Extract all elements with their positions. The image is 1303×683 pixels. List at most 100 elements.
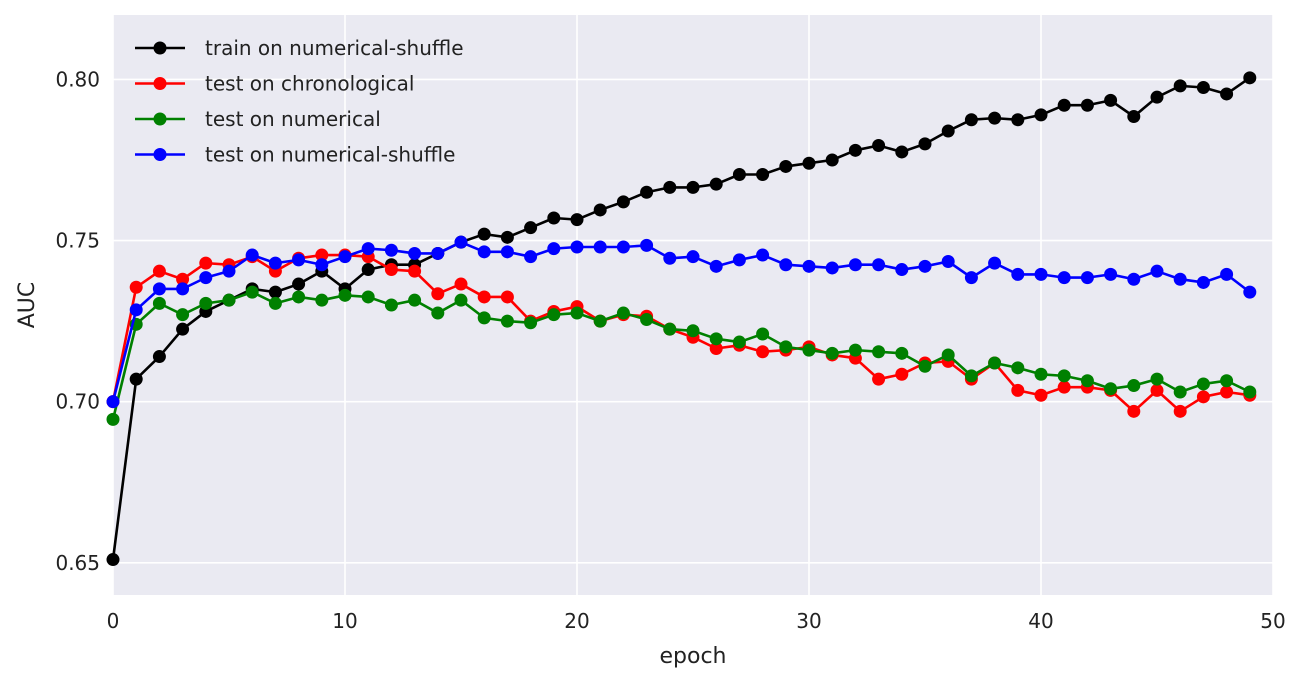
data-point — [663, 180, 677, 194]
data-point — [129, 280, 143, 294]
legend-marker — [153, 41, 167, 55]
data-point — [848, 258, 862, 272]
data-point — [152, 282, 166, 296]
data-point — [222, 293, 236, 307]
data-point — [1173, 79, 1187, 93]
data-point — [872, 372, 886, 386]
data-point — [616, 195, 630, 209]
data-point — [384, 298, 398, 312]
data-point — [222, 264, 236, 278]
data-point — [686, 180, 700, 194]
data-point — [732, 168, 746, 181]
data-point — [292, 253, 306, 267]
y-tick-label: 0.70 — [55, 390, 100, 414]
data-point — [825, 346, 839, 360]
data-point — [1057, 271, 1071, 285]
data-point — [779, 340, 793, 354]
data-point — [477, 227, 491, 241]
data-point — [1104, 382, 1118, 396]
data-point — [779, 258, 793, 272]
data-point — [1150, 264, 1164, 278]
data-point — [361, 242, 375, 256]
plot-background — [113, 15, 1273, 595]
legend-marker — [153, 77, 167, 90]
data-point — [825, 153, 839, 167]
data-point — [106, 395, 120, 409]
x-tick-label: 50 — [1260, 609, 1285, 633]
series-layer — [106, 71, 1257, 567]
data-point — [918, 259, 932, 273]
data-point — [1196, 275, 1210, 289]
data-point — [895, 367, 909, 381]
data-point — [872, 258, 886, 272]
data-point — [732, 335, 746, 349]
data-point — [1127, 379, 1141, 393]
data-point — [640, 185, 654, 199]
data-point — [1080, 98, 1094, 112]
x-tick-label: 40 — [1028, 609, 1053, 633]
data-point — [941, 348, 955, 362]
data-point — [361, 290, 375, 304]
data-point — [524, 221, 538, 235]
data-point — [640, 313, 654, 326]
data-point — [1080, 374, 1094, 388]
data-point — [315, 293, 329, 307]
data-point — [384, 263, 398, 277]
data-point — [779, 159, 793, 173]
data-point — [176, 308, 190, 322]
legend: train on numerical-shuffle test on chrono… — [135, 36, 464, 167]
data-point — [686, 324, 700, 338]
data-point — [477, 245, 491, 259]
data-point — [1220, 374, 1234, 388]
series-test-on-numerical-shuffle — [106, 235, 1257, 409]
data-point — [1034, 388, 1048, 402]
data-point — [964, 369, 978, 383]
data-point — [176, 282, 190, 296]
legend-item: train on numerical-shuffle — [135, 36, 464, 60]
data-point — [1011, 361, 1025, 375]
data-point — [686, 250, 700, 264]
data-point — [477, 290, 491, 304]
data-point — [756, 168, 770, 181]
data-point — [431, 306, 445, 320]
x-tick-label: 20 — [564, 609, 589, 633]
legend-marker — [153, 112, 167, 126]
data-point — [547, 308, 561, 322]
data-point — [709, 177, 723, 191]
data-point — [1011, 383, 1025, 397]
data-point — [570, 213, 584, 227]
data-point — [848, 143, 862, 157]
data-point — [1220, 87, 1234, 101]
y-tick-label: 0.80 — [55, 67, 100, 91]
data-point — [152, 350, 166, 364]
data-point — [1196, 81, 1210, 94]
data-point — [895, 145, 909, 159]
x-tick-label: 10 — [332, 609, 357, 633]
data-point — [129, 303, 143, 317]
data-point — [756, 248, 770, 262]
data-point — [1173, 385, 1187, 399]
data-point — [315, 248, 329, 262]
data-point — [1173, 272, 1187, 286]
data-point — [709, 342, 723, 355]
data-point — [1011, 113, 1025, 127]
series-test-on-numerical — [106, 285, 1257, 426]
data-point — [1057, 98, 1071, 112]
data-point — [1173, 404, 1187, 418]
data-point — [1104, 93, 1118, 107]
data-point — [477, 311, 491, 325]
data-point — [1243, 385, 1257, 399]
data-point — [176, 322, 190, 336]
data-point — [709, 259, 723, 273]
data-point — [1196, 377, 1210, 391]
data-point — [1034, 108, 1048, 122]
data-point — [709, 332, 723, 346]
data-point — [1057, 380, 1071, 394]
data-point — [756, 345, 770, 359]
data-point — [1150, 90, 1164, 104]
data-point — [1220, 385, 1234, 399]
data-point — [1011, 267, 1025, 281]
data-point — [454, 293, 468, 307]
data-point — [199, 271, 213, 285]
